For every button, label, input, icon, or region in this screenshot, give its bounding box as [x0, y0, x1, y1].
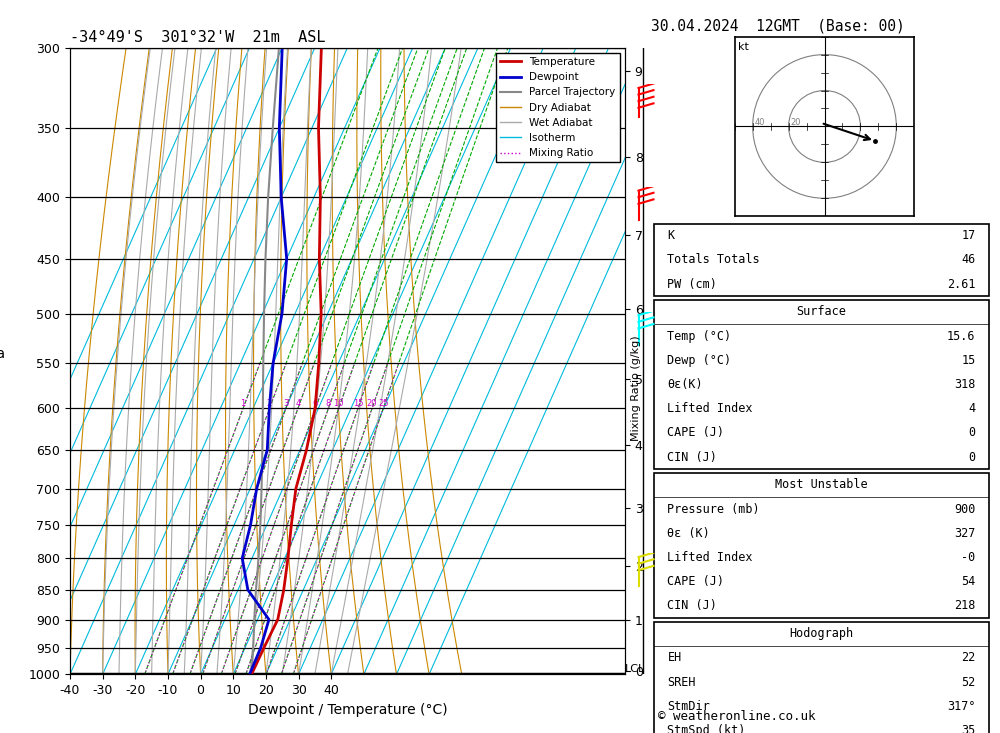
Text: 8: 8 [326, 399, 331, 408]
Text: θε(K): θε(K) [667, 378, 703, 391]
Text: kt: kt [738, 42, 749, 52]
Text: © weatheronline.co.uk: © weatheronline.co.uk [658, 710, 816, 723]
FancyBboxPatch shape [654, 224, 989, 296]
Text: Most Unstable: Most Unstable [775, 479, 868, 491]
Text: Mixing Ratio (g/kg): Mixing Ratio (g/kg) [631, 336, 641, 441]
Text: Surface: Surface [797, 306, 846, 318]
Text: 3: 3 [283, 399, 289, 408]
Text: Pressure (mb): Pressure (mb) [667, 503, 760, 515]
Text: θε (K): θε (K) [667, 527, 710, 539]
Text: SREH: SREH [667, 676, 696, 688]
Text: K: K [667, 229, 675, 242]
Y-axis label: hPa: hPa [0, 347, 6, 361]
Y-axis label: km
ASL: km ASL [656, 347, 679, 375]
Text: Temp (°C): Temp (°C) [667, 330, 732, 342]
Text: -34°49'S  301°32'W  21m  ASL: -34°49'S 301°32'W 21m ASL [70, 30, 326, 45]
Text: 30.04.2024  12GMT  (Base: 00): 30.04.2024 12GMT (Base: 00) [651, 18, 905, 33]
Text: 46: 46 [961, 254, 976, 266]
Text: Dewp (°C): Dewp (°C) [667, 354, 732, 366]
Text: 20: 20 [367, 399, 377, 408]
Text: CIN (J): CIN (J) [667, 600, 717, 612]
Text: Lifted Index: Lifted Index [667, 551, 753, 564]
Text: 0: 0 [968, 427, 976, 439]
Text: 17: 17 [961, 229, 976, 242]
Text: 2.61: 2.61 [947, 278, 976, 290]
Text: Lifted Index: Lifted Index [667, 402, 753, 415]
Text: -0: -0 [961, 551, 976, 564]
Text: CAPE (J): CAPE (J) [667, 575, 724, 588]
Text: Totals Totals: Totals Totals [667, 254, 760, 266]
Text: 25: 25 [378, 399, 388, 408]
Text: 52: 52 [961, 676, 976, 688]
Text: CIN (J): CIN (J) [667, 451, 717, 463]
Text: 22: 22 [961, 652, 976, 664]
Text: 10: 10 [333, 399, 344, 408]
Text: 317°: 317° [947, 700, 976, 712]
Text: 15.6: 15.6 [947, 330, 976, 342]
Text: LCL: LCL [625, 664, 645, 674]
Text: PW (cm): PW (cm) [667, 278, 717, 290]
FancyBboxPatch shape [654, 300, 989, 469]
Text: 4: 4 [968, 402, 976, 415]
X-axis label: Dewpoint / Temperature (°C): Dewpoint / Temperature (°C) [248, 703, 447, 717]
Text: CAPE (J): CAPE (J) [667, 427, 724, 439]
Text: 2: 2 [267, 399, 272, 408]
Text: 20: 20 [790, 118, 801, 127]
Text: 35: 35 [961, 724, 976, 733]
Text: 4: 4 [295, 399, 301, 408]
Text: 54: 54 [961, 575, 976, 588]
Text: StmDir: StmDir [667, 700, 710, 712]
Text: 327: 327 [954, 527, 976, 539]
Text: 900: 900 [954, 503, 976, 515]
Text: StmSpd (kt): StmSpd (kt) [667, 724, 746, 733]
Text: Hodograph: Hodograph [789, 627, 854, 640]
Text: 1: 1 [240, 399, 246, 408]
FancyBboxPatch shape [654, 473, 989, 618]
Text: 15: 15 [961, 354, 976, 366]
Text: 15: 15 [353, 399, 363, 408]
Text: 6: 6 [313, 399, 318, 408]
Legend: Temperature, Dewpoint, Parcel Trajectory, Dry Adiabat, Wet Adiabat, Isotherm, Mi: Temperature, Dewpoint, Parcel Trajectory… [496, 53, 620, 163]
Text: EH: EH [667, 652, 682, 664]
Text: 318: 318 [954, 378, 976, 391]
FancyBboxPatch shape [654, 622, 989, 733]
Text: 218: 218 [954, 600, 976, 612]
Text: 0: 0 [968, 451, 976, 463]
Text: 40: 40 [754, 118, 765, 127]
